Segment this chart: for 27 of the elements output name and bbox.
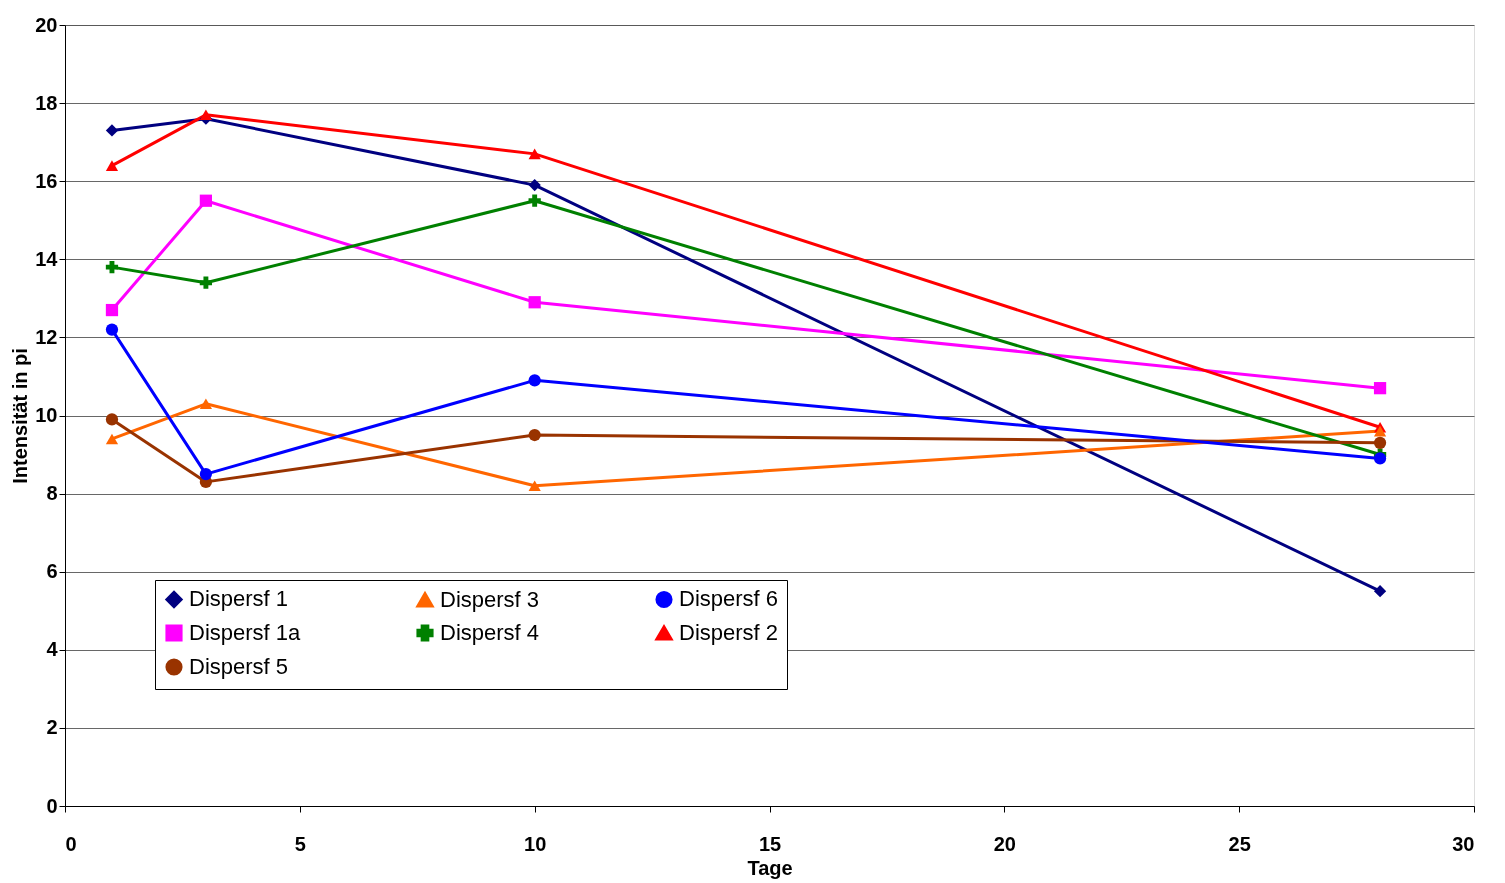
legend-label: Dispersf 2 xyxy=(679,620,779,645)
y-tick-label: 20 xyxy=(35,13,58,36)
y-tick-label: 16 xyxy=(35,169,58,192)
legend-label: Dispersf 3 xyxy=(440,586,540,612)
x-tick-label: 25 xyxy=(1228,832,1251,855)
x-tick-label: 15 xyxy=(758,832,782,855)
legend-label: Dispersf 1a xyxy=(189,620,302,645)
x-tick-label: 0 xyxy=(65,832,77,855)
y-tick-label: 18 xyxy=(35,91,58,114)
legend-label: Dispersf 5 xyxy=(189,654,289,679)
y-tick-label: 0 xyxy=(46,794,58,817)
y-tick-label: 12 xyxy=(35,325,58,348)
y-tick-label: 2 xyxy=(46,716,58,739)
legend-label: Dispersf 4 xyxy=(440,620,540,645)
x-tick-label: 20 xyxy=(993,832,1016,855)
x-axis-title: Tage xyxy=(747,856,793,879)
y-tick-label: 14 xyxy=(35,247,59,270)
x-tick-label: 30 xyxy=(1452,832,1475,855)
y-axis-title: Intensität in pi xyxy=(9,348,32,484)
legend-label: Dispersf 6 xyxy=(679,586,779,612)
x-tick-label: 5 xyxy=(294,832,306,855)
y-tick-label: 4 xyxy=(46,638,59,661)
legend-label: Dispersf 1 xyxy=(189,586,289,612)
y-tick-label: 8 xyxy=(46,482,58,505)
y-tick-label: 10 xyxy=(35,404,58,426)
x-tick-label: 10 xyxy=(524,832,547,855)
y-tick-label: 6 xyxy=(46,560,58,583)
